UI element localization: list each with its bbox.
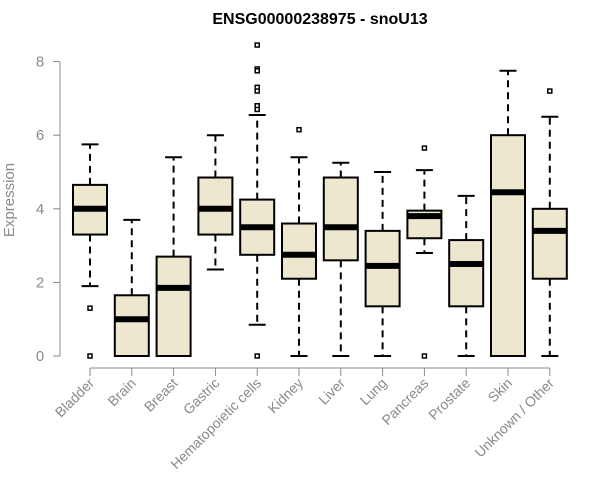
iqr-box (448, 239, 485, 308)
box-skin (490, 69, 526, 357)
outlier-point (421, 353, 428, 359)
x-category-label: Kidney (265, 375, 307, 417)
outlier-point (421, 145, 428, 151)
x-category-label: Skin (485, 375, 516, 406)
x-category-label: Bladder (52, 375, 98, 421)
outlier-point (254, 106, 260, 113)
outlier-point (254, 88, 260, 94)
y-tick-label: 0 (36, 348, 44, 365)
box-kidney (281, 126, 317, 357)
iqr-box (281, 222, 317, 280)
iqr-box (113, 294, 150, 357)
x-category-label: Liver (315, 375, 348, 408)
y-tick-label: 2 (36, 274, 44, 291)
x-category-label: Brain (104, 375, 138, 409)
outlier-point (254, 353, 260, 359)
outlier-point (87, 305, 93, 311)
chart-title: ENSG00000238975 - snoU13 (212, 11, 427, 28)
box-pancreas (406, 145, 443, 359)
box-liver (322, 161, 359, 357)
y-axis-label: Expression (1, 163, 18, 237)
iqr-box (531, 207, 568, 280)
iqr-box (322, 176, 359, 262)
box-gastric (197, 134, 234, 271)
outlier-point (547, 88, 553, 94)
box-brain (113, 218, 150, 357)
x-category-label: Prostate (425, 375, 473, 423)
x-category-label: Unknown / Other (471, 375, 557, 461)
box-lung (364, 171, 401, 357)
box-series (72, 42, 568, 359)
box-bladder (72, 143, 108, 359)
outlier-point (87, 353, 93, 359)
x-category-label: Breast (141, 375, 181, 415)
box-unknown-other (531, 88, 568, 357)
y-tick-label: 4 (36, 201, 44, 218)
outlier-point (254, 42, 260, 48)
iqr-box (155, 255, 192, 358)
outlier-point (254, 68, 260, 74)
box-hematopoietic-cells (239, 42, 276, 359)
y-tick-label: 8 (36, 54, 44, 71)
y-axis: 0 2 4 6 8 (36, 54, 61, 365)
box-breast (155, 156, 192, 358)
iqr-box (490, 134, 526, 357)
x-category-label: Lung (356, 375, 389, 408)
y-tick-label: 6 (36, 127, 44, 144)
box-prostate (448, 194, 485, 357)
outlier-point (296, 126, 302, 133)
